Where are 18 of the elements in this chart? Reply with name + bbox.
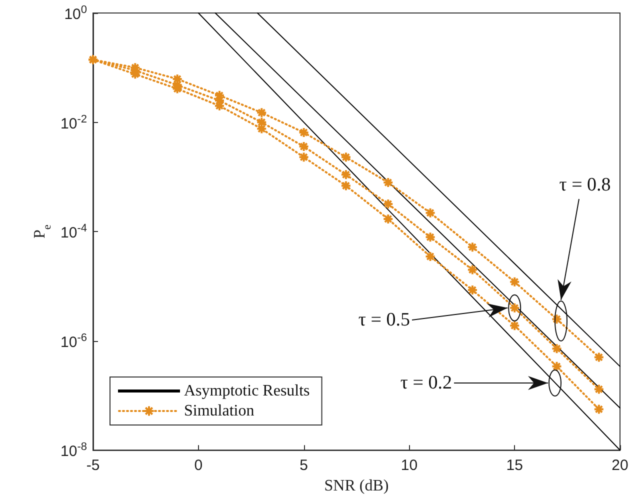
y-tick-label: 10$^{-8}$ xyxy=(60,441,87,460)
y-tick-label: 10$^{-6}$ xyxy=(60,332,87,351)
x-tick-label: 15 xyxy=(506,457,523,474)
x-axis-title: SNR (dB) xyxy=(324,478,389,494)
y-axis-title: Pe xyxy=(32,224,54,238)
legend-label: Simulation xyxy=(184,402,254,420)
x-tick-label: 5 xyxy=(300,457,308,474)
x-tick-label: 0 xyxy=(194,457,203,474)
annotation: τ = 0.2 xyxy=(400,372,452,394)
annotation: τ = 0.5 xyxy=(358,310,410,330)
annotation: τ = 0.8 xyxy=(559,174,611,196)
legend-label: Asymptotic Results xyxy=(184,382,310,400)
x-tick-label: -5 xyxy=(86,457,100,474)
y-tick-label: 10$^{-2}$ xyxy=(60,113,87,132)
x-tick-label: 20 xyxy=(612,457,628,474)
y-tick-label: 10$^{0}$ xyxy=(64,4,87,23)
y-tick-label: 10$^{-4}$ xyxy=(60,222,87,242)
x-tick-label: 10 xyxy=(400,457,418,474)
